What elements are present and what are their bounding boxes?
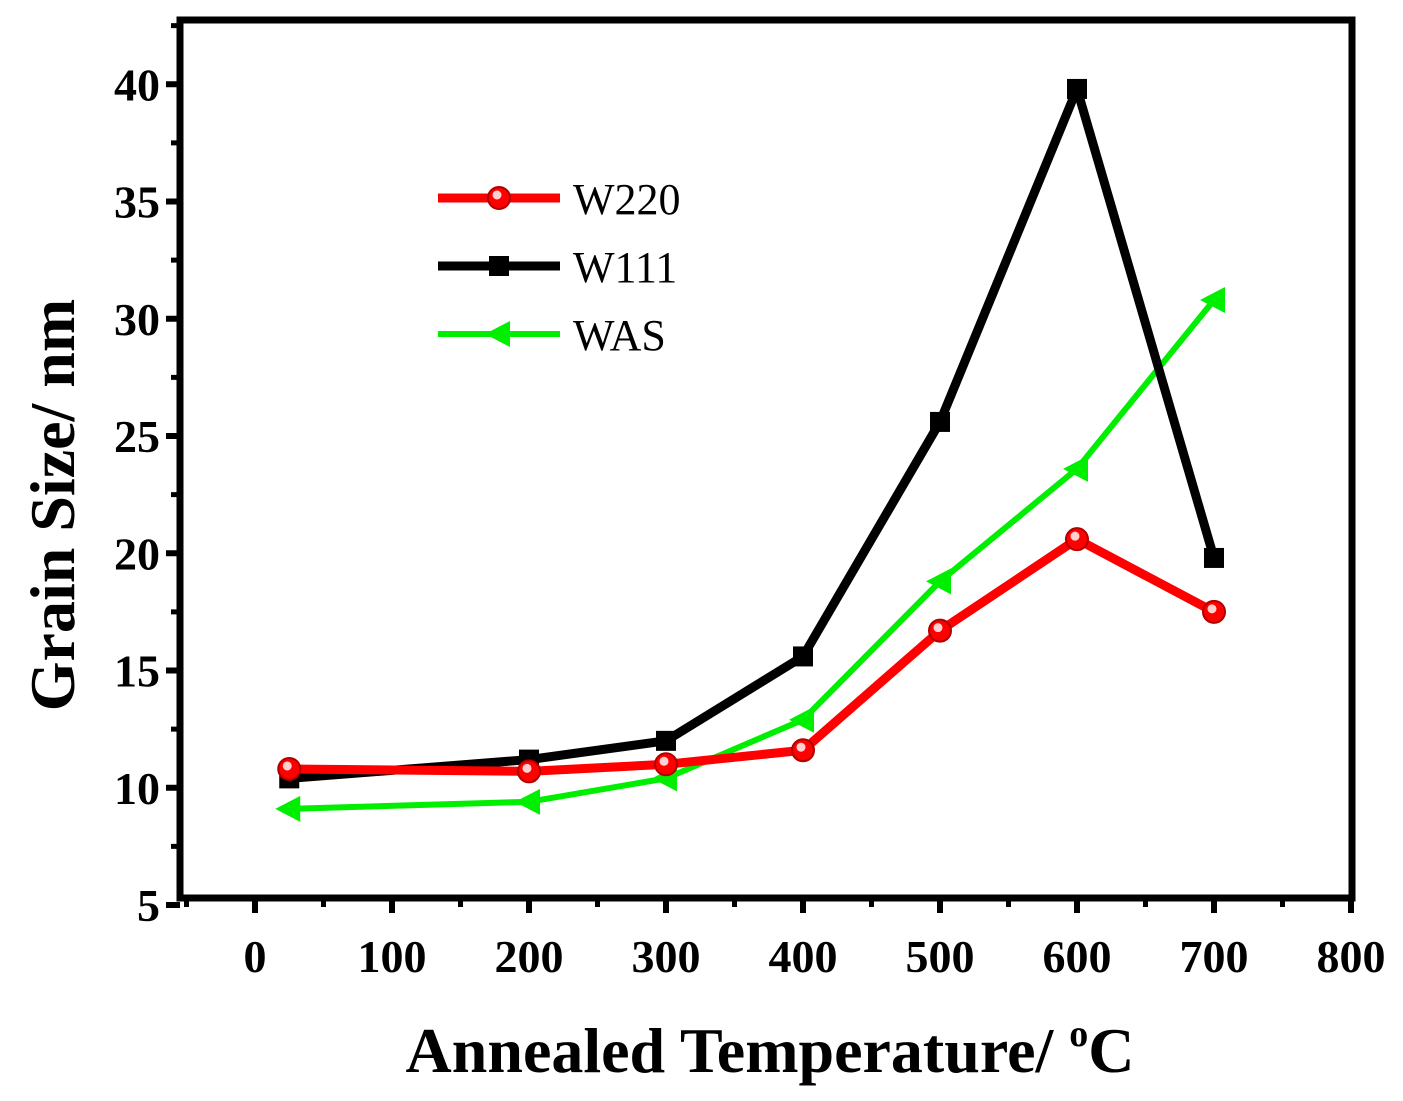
y-tick-label-5: 5 [137,880,160,931]
point-WAS-700 [1200,286,1225,313]
series-line-WAS [289,298,1217,812]
legend-label-W220: W220 [573,175,681,224]
point-WAS-500 [926,568,951,595]
series-W111 [279,78,1224,789]
point-W220-25 [277,756,302,781]
x-axis-title-degree: o [1069,1013,1088,1055]
y-tick-label-30: 30 [114,294,160,345]
series-line-W111 [288,84,1219,783]
point-W111-300 [656,730,676,751]
series-line-W220 [289,534,1217,776]
x-tick-label-500: 500 [906,931,975,982]
y-tick-label-35: 35 [114,177,160,228]
point-W220-400 [791,738,815,763]
point-W220-500 [928,618,952,643]
point-WAS-25 [275,795,301,822]
x-axis-title: Annealed Temperature/ oC [406,1013,1135,1086]
x-axis-title-text: Annealed Temperature/ [406,1015,1070,1086]
legend-item-W220: W220 [438,175,681,224]
legend: W220 W111 WAS [438,175,681,360]
x-tick-label-200: 200 [495,931,564,982]
point-WAS-400 [789,706,814,733]
x-tick-label-800: 800 [1317,931,1386,982]
ticks-layer [166,23,1354,913]
point-W111-400 [793,646,813,667]
plot-frame [176,16,1356,902]
x-axis-title-unit: C [1088,1015,1134,1086]
legend-item-WAS: WAS [438,311,666,360]
legend-marker-WAS [485,321,510,347]
series-WAS [275,286,1225,822]
legend-label-W111: W111 [573,243,677,292]
legend-marker-W220 [487,186,511,210]
series-W220 [277,527,1226,784]
point-W111-700 [1204,547,1224,568]
y-tick-label-10: 10 [114,763,160,814]
x-tick-label-400: 400 [769,931,838,982]
y-tick-label-15: 15 [114,646,160,697]
series-layer [275,78,1226,822]
y-tick-label-25: 25 [114,411,160,462]
point-W111-500 [930,411,950,432]
legend-marker-W111 [489,256,509,276]
y-tick-label-40: 40 [114,59,160,110]
legend-item-W111: W111 [438,243,677,292]
y-tick-label-20: 20 [114,528,160,579]
y-axis-title: Grain Size/ nm [17,299,88,711]
point-W220-600 [1065,527,1089,552]
point-WAS-600 [1063,455,1088,482]
point-W220-300 [654,752,678,777]
x-tick-label-0: 0 [244,931,267,982]
x-tick-label-100: 100 [358,931,427,982]
x-tick-label-600: 600 [1043,931,1112,982]
point-W220-700 [1202,599,1226,624]
point-W220-200 [517,759,541,784]
x-tick-label-300: 300 [632,931,701,982]
legend-label-WAS: WAS [573,311,666,360]
point-WAS-200 [515,788,540,815]
tick-labels-layer: 0 100 200 300 400 500 600 700 800 5 10 15 20 25 30 35 40 [114,59,1386,982]
x-tick-label-700: 700 [1180,931,1249,982]
point-W111-600 [1067,78,1087,99]
